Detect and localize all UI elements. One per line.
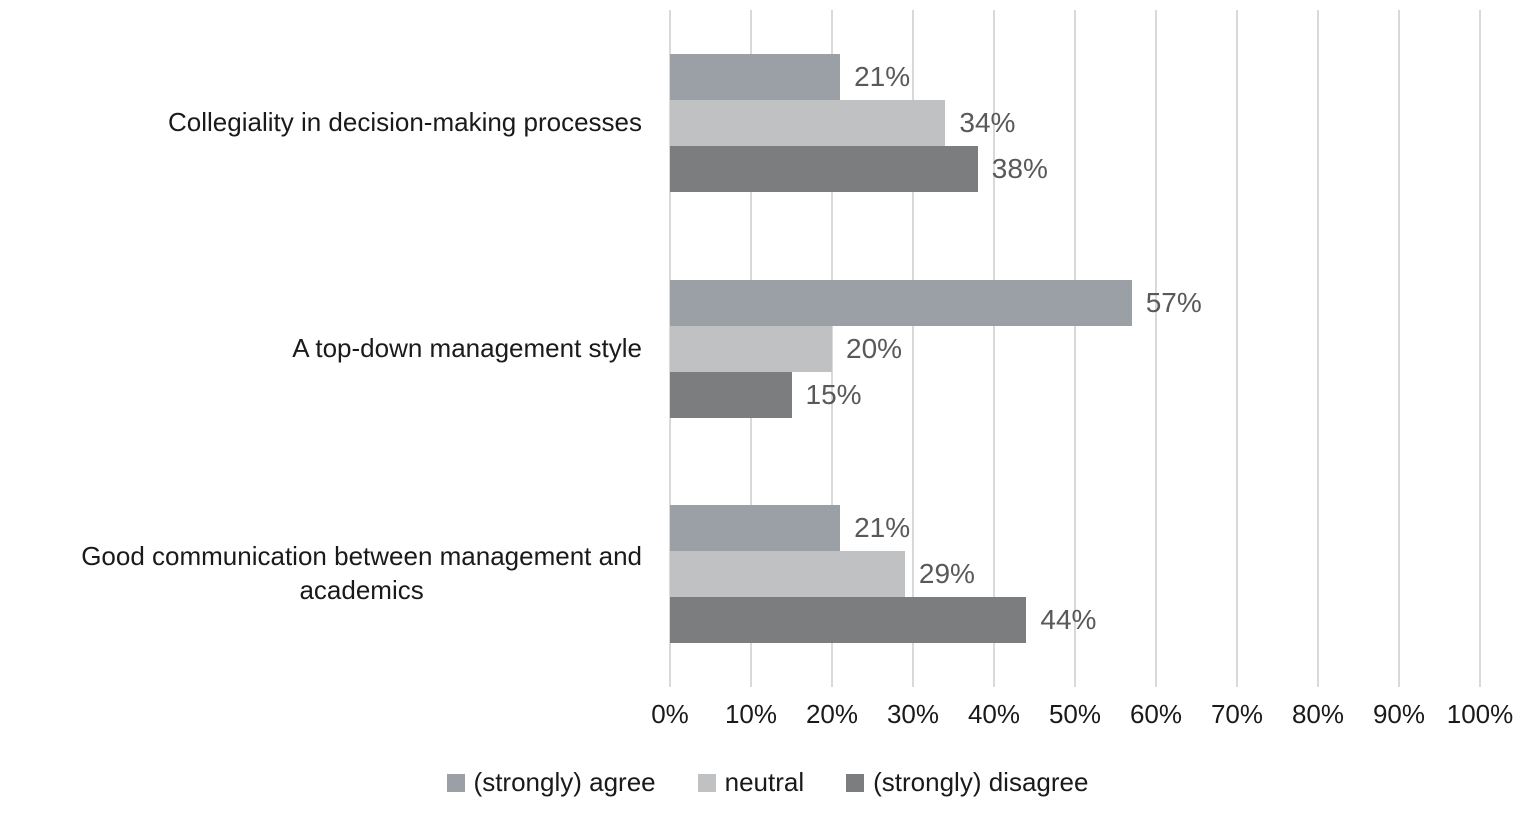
bar-value-label: 21% [854, 512, 911, 544]
bar-row: 15% [670, 371, 1480, 418]
gridline [1074, 10, 1076, 687]
bar-row: 21% [670, 505, 1480, 552]
bar-value-label: 57% [1145, 286, 1202, 318]
gridline [1155, 10, 1157, 687]
legend-label: (strongly) disagree [873, 767, 1089, 797]
category-label: Collegiality in decision-making processe… [168, 106, 642, 137]
legend-label: (strongly) agree [473, 767, 656, 797]
bar-strongly-agree [670, 279, 1132, 326]
gridline [993, 10, 995, 687]
category-label-region: A top-down management style [0, 236, 670, 462]
category-group: 21% 34% 38% [670, 10, 1480, 236]
plot-area: 21% 34% 38% 57% 20% 15% 21% 29% 44% [669, 10, 1481, 687]
category-axis: Collegiality in decision-making processe… [0, 0, 670, 687]
legend-item: (strongly) disagree [846, 767, 1088, 798]
x-axis-tick: 30% [886, 699, 940, 729]
category-group: 21% 29% 44% [670, 461, 1480, 687]
x-axis-tick: 80% [1291, 699, 1345, 729]
bar-strongly-disagree [670, 371, 792, 418]
bar-value-label: 38% [991, 152, 1048, 184]
x-axis-tick: 90% [1372, 699, 1426, 729]
category-label-region: Good communication between management an… [0, 461, 670, 687]
legend-item: (strongly) agree [446, 767, 656, 798]
legend-label: neutral [724, 767, 805, 797]
bar-value-label: 15% [805, 378, 862, 410]
legend: (strongly) agree neutral (strongly) disagr… [0, 767, 1535, 798]
x-axis-tick: 50% [1048, 699, 1102, 729]
bar-strongly-agree [670, 53, 841, 100]
bar-value-label: 34% [959, 106, 1016, 138]
bar-row: 29% [670, 551, 1480, 598]
category-group: 57% 20% 15% [670, 236, 1480, 462]
x-axis-tick: 20% [805, 699, 859, 729]
gridline [1317, 10, 1319, 687]
gridline [1479, 10, 1481, 687]
bar-value-label: 44% [1040, 604, 1097, 636]
x-axis-tick: 40% [967, 699, 1021, 729]
bar-value-label: 21% [854, 60, 911, 92]
bar-strongly-disagree [670, 597, 1027, 644]
bar-row: 21% [670, 53, 1480, 100]
bar-row: 57% [670, 279, 1480, 326]
bar-row: 44% [670, 597, 1480, 644]
bar-strongly-disagree [670, 145, 978, 192]
x-axis-tick: 10% [724, 699, 778, 729]
bar-value-label: 29% [918, 558, 975, 590]
gridline [1236, 10, 1238, 687]
bar-row: 34% [670, 99, 1480, 146]
x-axis-tick: 60% [1129, 699, 1183, 729]
legend-swatch-icon [697, 773, 716, 792]
x-axis-tick: 0% [651, 699, 689, 729]
bar-row: 20% [670, 325, 1480, 372]
x-axis-tick: 70% [1210, 699, 1264, 729]
x-axis-tick: 100% [1446, 699, 1514, 729]
bar-value-label: 20% [846, 332, 903, 364]
category-label-region: Collegiality in decision-making processe… [0, 10, 670, 236]
bar-neutral [670, 325, 832, 372]
legend-item: neutral [697, 767, 805, 798]
x-axis-row: 0% 10% 20% 30% 40% 50% 60% 70% 80% 90% 100% [0, 687, 1535, 741]
legend-swatch-icon [446, 773, 465, 792]
gridline [1398, 10, 1400, 687]
category-label: Good communication between management an… [81, 541, 642, 606]
bar-strongly-agree [670, 505, 841, 552]
bar-neutral [670, 551, 905, 598]
bar-groups: 21% 34% 38% 57% 20% 15% 21% 29% 44% [670, 10, 1480, 687]
bar-row: 38% [670, 145, 1480, 192]
gridline [912, 10, 914, 687]
legend-swatch-icon [846, 773, 865, 792]
plot-row: Collegiality in decision-making processe… [0, 0, 1481, 687]
category-label: A top-down management style [292, 332, 642, 363]
x-axis: 0% 10% 20% 30% 40% 50% 60% 70% 80% 90% 100% [651, 699, 1513, 731]
bar-neutral [670, 99, 946, 146]
gridline [831, 10, 833, 687]
